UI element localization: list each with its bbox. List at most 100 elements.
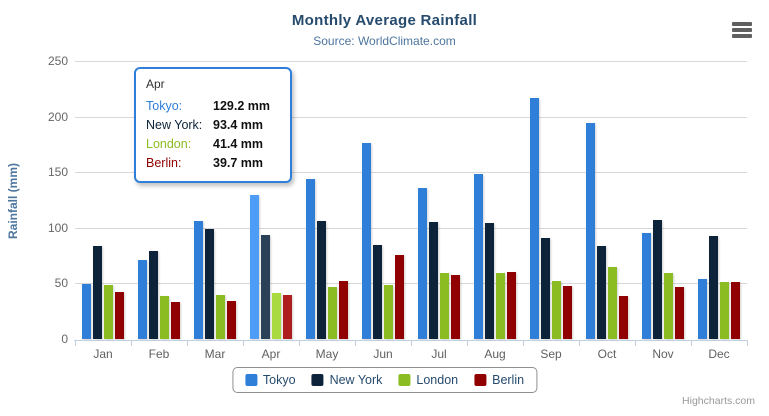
legend-item-new-york[interactable]: New York — [311, 373, 383, 387]
bar-new-york-may[interactable] — [317, 221, 326, 339]
tooltip: Apr Tokyo: 129.2 mm New York: 93.4 mm London… — [134, 67, 292, 183]
gridline-250 — [75, 61, 747, 62]
x-tick-label-jul: Jul — [431, 347, 447, 361]
bar-tokyo-dec[interactable] — [698, 278, 707, 339]
legend-label: New York — [329, 373, 383, 387]
bar-new-york-feb[interactable] — [149, 251, 158, 339]
bar-london-sep[interactable] — [552, 280, 561, 339]
bar-tokyo-sep[interactable] — [530, 98, 539, 339]
bar-berlin-apr[interactable] — [283, 294, 292, 339]
gridline-200 — [75, 116, 747, 118]
x-tick-label-feb: Feb — [148, 347, 170, 361]
x-axis-tick — [579, 341, 580, 346]
bar-new-york-apr[interactable] — [261, 235, 270, 339]
x-tick-label-dec: Dec — [708, 347, 730, 361]
bar-berlin-jan[interactable] — [115, 291, 124, 339]
tooltip-header: Apr — [146, 77, 165, 91]
x-tick-label-nov: Nov — [652, 347, 674, 361]
legend-item-berlin[interactable]: Berlin — [474, 373, 524, 387]
x-axis-tick — [523, 341, 524, 346]
gridline-100 — [75, 227, 747, 229]
hamburger-icon — [732, 34, 752, 38]
y-tick-label: 0 — [61, 332, 68, 346]
y-axis-title: Rainfall (mm) — [6, 163, 20, 240]
bar-tokyo-nov[interactable] — [642, 232, 651, 339]
x-tick-label-may: May — [315, 347, 339, 361]
bar-new-york-jan[interactable] — [93, 246, 102, 339]
tooltip-series-value: 39.7 mm — [213, 156, 264, 170]
x-axis-tick — [691, 341, 692, 346]
bar-new-york-nov[interactable] — [653, 220, 662, 339]
x-tick-label-oct: Oct — [597, 347, 617, 361]
bar-london-mar[interactable] — [216, 295, 225, 339]
bar-tokyo-feb[interactable] — [138, 259, 147, 339]
bar-tokyo-aug[interactable] — [474, 173, 483, 339]
bar-london-dec[interactable] — [720, 282, 729, 339]
bar-new-york-oct[interactable] — [597, 246, 606, 339]
legend-swatch-icon — [474, 374, 487, 386]
credits-link[interactable]: Highcharts.com — [682, 395, 755, 407]
tooltip-series-label: New York: — [146, 118, 203, 132]
y-tick-label: 250 — [47, 54, 68, 68]
bar-london-oct[interactable] — [608, 266, 617, 339]
bar-london-jul[interactable] — [440, 273, 449, 339]
bar-tokyo-jul[interactable] — [418, 188, 427, 339]
tooltip-series-label: Tokyo: — [146, 99, 183, 113]
bar-london-may[interactable] — [328, 286, 337, 339]
x-axis-tick — [75, 341, 76, 346]
hamburger-icon — [732, 22, 752, 26]
x-axis-tick — [635, 341, 636, 346]
hamburger-icon — [732, 28, 752, 32]
legend-swatch-icon — [311, 374, 324, 386]
bar-berlin-jul[interactable] — [451, 275, 460, 339]
bar-london-jan[interactable] — [104, 284, 113, 339]
x-axis-tick — [187, 341, 188, 346]
bar-new-york-jun[interactable] — [373, 245, 382, 339]
bar-tokyo-may[interactable] — [306, 178, 315, 339]
bar-berlin-dec[interactable] — [731, 282, 740, 339]
legend-item-tokyo[interactable]: Tokyo — [244, 373, 296, 387]
bar-berlin-mar[interactable] — [227, 300, 236, 339]
bar-berlin-nov[interactable] — [675, 286, 684, 339]
tooltip-row: New York: 93.4 mm — [146, 116, 280, 135]
bar-new-york-sep[interactable] — [541, 237, 550, 339]
tooltip-row: Tokyo: 129.2 mm — [146, 97, 280, 116]
bar-london-aug[interactable] — [496, 272, 505, 339]
bar-london-nov[interactable] — [664, 273, 673, 339]
legend-label: Berlin — [492, 373, 525, 387]
x-tick-label-mar: Mar — [204, 347, 226, 361]
legend-item-london[interactable]: London — [398, 373, 458, 387]
bar-tokyo-apr[interactable] — [250, 195, 259, 339]
bar-new-york-dec[interactable] — [709, 236, 718, 339]
export-menu-button[interactable] — [732, 22, 752, 38]
legend-label: London — [416, 373, 459, 387]
bar-tokyo-jan[interactable] — [82, 283, 91, 339]
bar-berlin-oct[interactable] — [619, 295, 628, 339]
bar-tokyo-mar[interactable] — [194, 220, 203, 339]
x-axis-tick — [747, 341, 748, 346]
legend-swatch-icon — [398, 374, 411, 386]
bar-london-apr[interactable] — [272, 292, 281, 339]
x-tick-label-jun: Jun — [373, 347, 393, 361]
tooltip-row: London: 41.4 mm — [146, 135, 280, 154]
bar-london-jun[interactable] — [384, 285, 393, 339]
x-tick-label-aug: Aug — [484, 347, 506, 361]
legend-label: Tokyo — [262, 373, 296, 387]
bar-berlin-jun[interactable] — [395, 255, 404, 339]
bar-tokyo-jun[interactable] — [362, 143, 371, 339]
x-axis-tick — [411, 341, 412, 346]
bar-berlin-aug[interactable] — [507, 271, 516, 339]
bar-berlin-may[interactable] — [339, 280, 348, 339]
bar-new-york-jul[interactable] — [429, 222, 438, 339]
bar-tokyo-oct[interactable] — [586, 123, 595, 339]
bar-new-york-mar[interactable] — [205, 229, 214, 339]
bar-new-york-aug[interactable] — [485, 223, 494, 339]
x-tick-label-jan: Jan — [93, 347, 113, 361]
bar-berlin-sep[interactable] — [563, 286, 572, 339]
tooltip-row: Berlin: 39.7 mm — [146, 154, 280, 173]
bar-berlin-feb[interactable] — [171, 302, 180, 339]
x-tick-label-apr: Apr — [261, 347, 281, 361]
tooltip-series-label: London: — [146, 137, 192, 151]
bar-london-feb[interactable] — [160, 295, 169, 339]
